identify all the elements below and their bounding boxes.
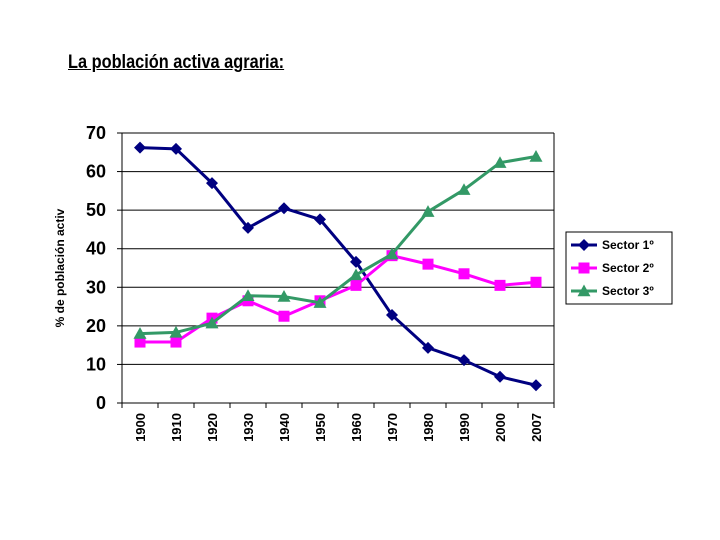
series-1-line — [139, 146, 537, 387]
x-tick-label-1940: 1940 — [277, 413, 292, 442]
series-2-point-2000 — [494, 279, 506, 291]
legend-label-2: Sector 2º — [602, 261, 654, 275]
series-3-point-1910 — [169, 325, 183, 338]
series-2-point-1960 — [350, 279, 362, 291]
slide-title: La población activa agraria: — [68, 52, 285, 73]
y-tick-label-30: 30 — [86, 277, 106, 297]
series-1 — [134, 141, 542, 392]
series-1-point-1900 — [134, 141, 146, 154]
series-2-point-2007 — [530, 276, 542, 288]
series-1-point-1930 — [242, 221, 254, 234]
series-2-line — [140, 254, 537, 344]
series-1-point-1990 — [458, 354, 470, 367]
legend: Sector 1º Sector 2º Sector 3º — [565, 231, 673, 305]
series-1-point-1920 — [206, 177, 218, 190]
series-3 — [133, 150, 543, 339]
series-1-point-1980 — [422, 341, 434, 354]
series-1-point-1970 — [386, 309, 398, 322]
x-tick-label-1980: 1980 — [421, 413, 436, 442]
x-tick-label-1910: 1910 — [169, 413, 184, 442]
legend-item-3: Sector 3º — [571, 284, 654, 298]
x-tick-label-1960: 1960 — [349, 413, 364, 442]
series-1-point-1910 — [170, 142, 182, 155]
x-tick-label-2000: 2000 — [493, 413, 508, 442]
series-2-point-1980 — [422, 258, 434, 270]
series-1-point-2007 — [530, 379, 542, 392]
x-tick-label-1990: 1990 — [457, 413, 472, 442]
series-3-point-2007 — [529, 150, 543, 162]
series-1-point-1950 — [314, 213, 326, 226]
series-3-point-2000 — [493, 156, 507, 168]
series-3-point-1960 — [349, 268, 363, 281]
y-axis-label: % de población activ — [53, 208, 67, 327]
x-tick-label-1900: 1900 — [133, 413, 148, 442]
series-1-point-1940 — [278, 202, 290, 215]
y-tick-label-60: 60 — [86, 162, 106, 182]
legend-item-1: Sector 1º — [571, 238, 654, 252]
series-3-point-1930 — [241, 289, 255, 301]
y-tick-label-70: 70 — [86, 123, 106, 143]
legend-marker-2 — [578, 262, 590, 274]
series-3-point-1950 — [313, 296, 327, 308]
x-tick-label-1970: 1970 — [385, 413, 400, 442]
series-3-point-1980 — [421, 205, 435, 217]
x-tick-label-2007: 2007 — [529, 413, 544, 442]
series-2-point-1900 — [134, 336, 146, 348]
legend-marker-1 — [578, 239, 590, 251]
x-tick-label-1950: 1950 — [313, 413, 328, 442]
y-tick-labels: 0 10 20 30 40 50 60 70 — [86, 123, 106, 413]
series-2-point-1990 — [458, 268, 470, 280]
series-1-point-2000 — [494, 370, 506, 383]
series-2-point-1940 — [278, 310, 290, 322]
series-3-point-1900 — [133, 327, 147, 339]
y-tick-label-0: 0 — [96, 393, 106, 413]
y-tick-label-50: 50 — [86, 200, 106, 220]
y-tick-label-10: 10 — [86, 354, 106, 374]
series-3-point-1990 — [457, 183, 471, 195]
series-2 — [134, 250, 542, 348]
y-tick-label-40: 40 — [86, 239, 106, 259]
x-tick-label-1930: 1930 — [241, 413, 256, 442]
x-tick-label-1920: 1920 — [205, 413, 220, 442]
series-3-point-1970 — [385, 247, 399, 260]
series-1-point-1960 — [350, 255, 362, 268]
legend-item-2: Sector 2º — [571, 261, 654, 275]
series-2-point-1910 — [170, 336, 182, 348]
y-tick-label-20: 20 — [86, 316, 106, 336]
series-lines — [133, 141, 543, 392]
legend-marker-3 — [577, 284, 591, 297]
series-3-point-1920 — [205, 316, 219, 329]
series-3-point-1940 — [277, 290, 291, 302]
series-3-line — [139, 155, 537, 336]
legend-label-3: Sector 3º — [602, 284, 654, 298]
axes — [117, 132, 555, 408]
x-tick-labels: 1900 1910 1920 1930 1940 1950 1960 1970 1980 1990… — [133, 413, 544, 442]
legend-label-1: Sector 1º — [602, 238, 654, 252]
